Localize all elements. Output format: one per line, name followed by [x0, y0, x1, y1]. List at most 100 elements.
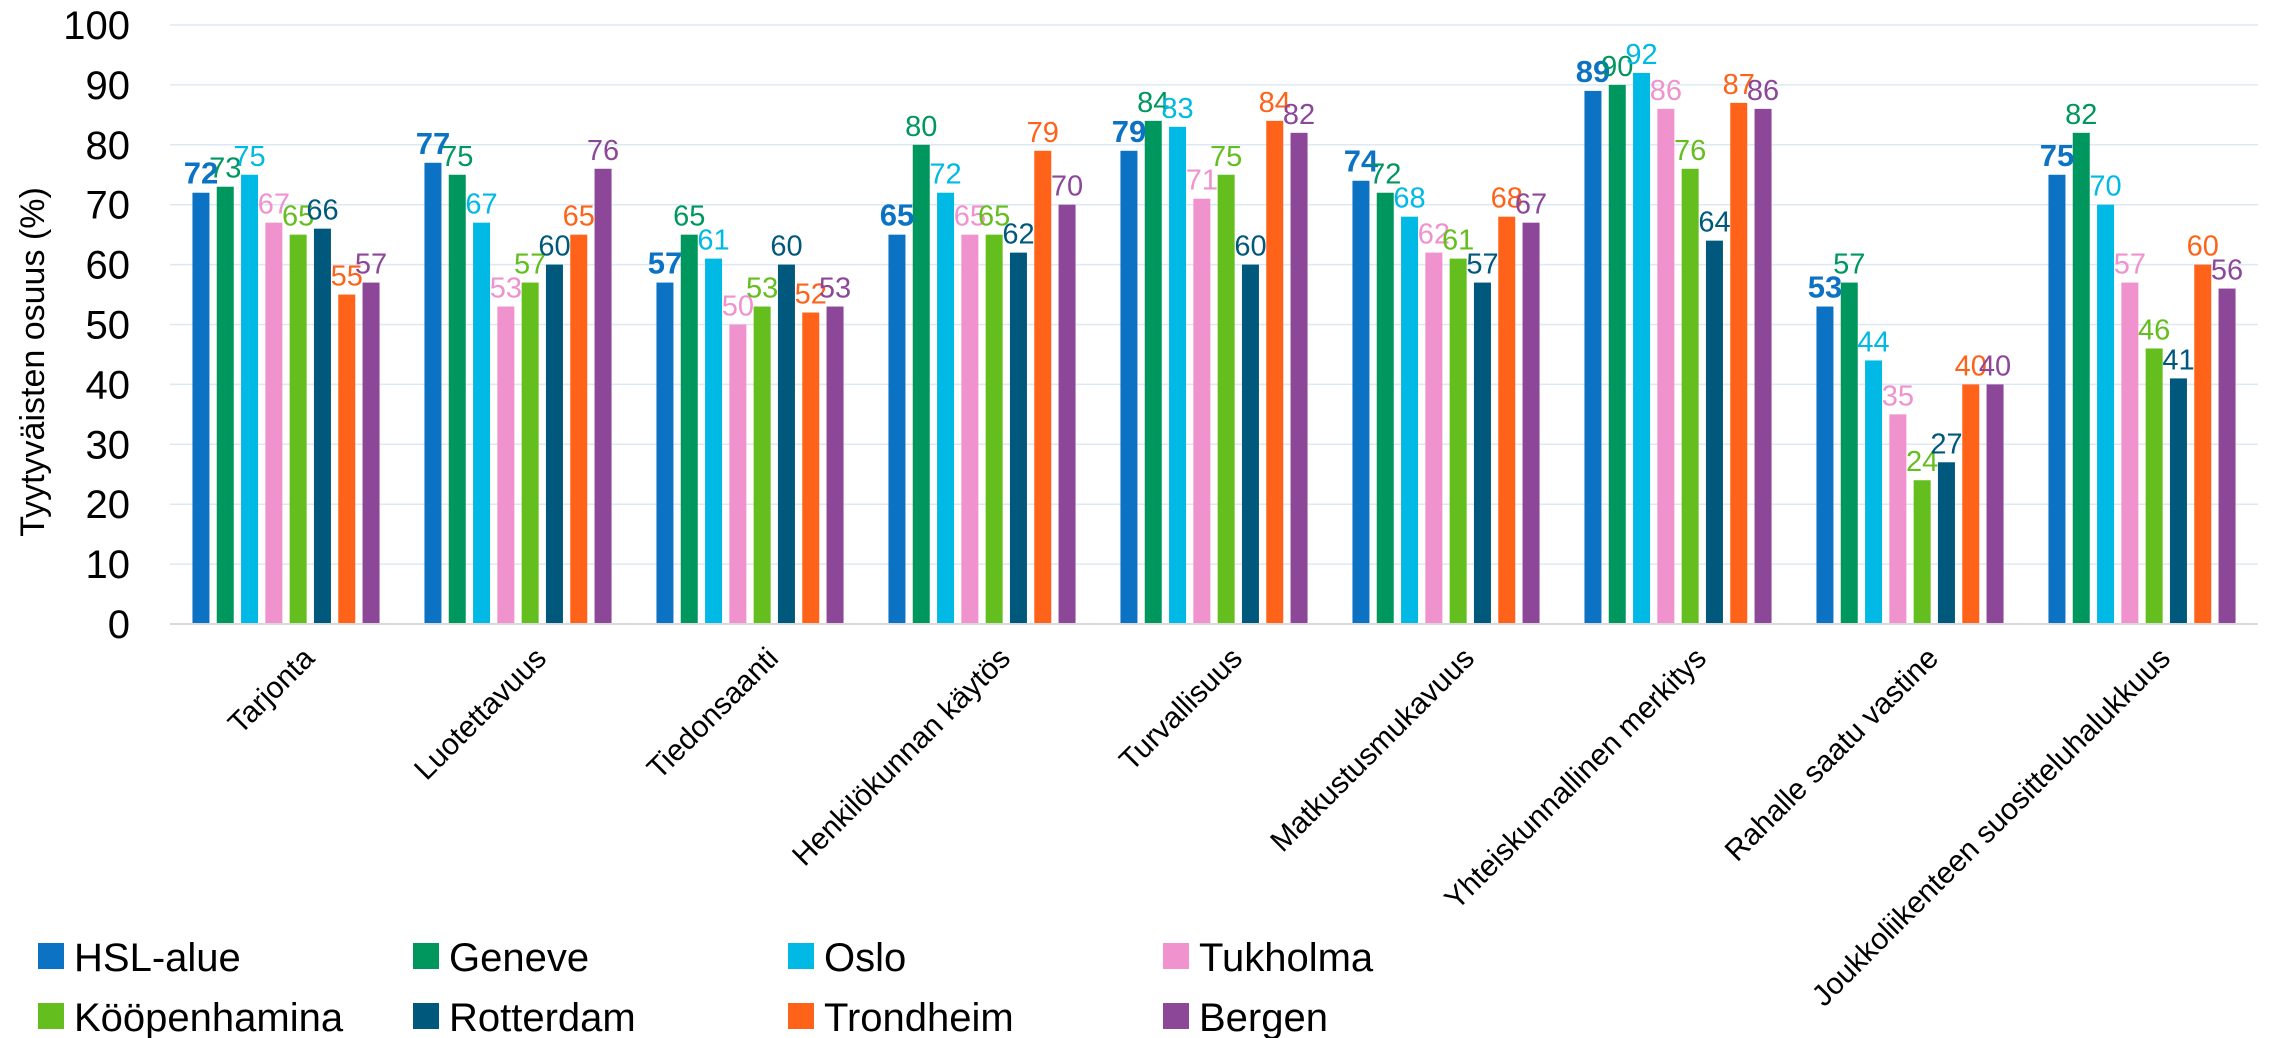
data-label-rotterdam: 57 — [1466, 249, 1498, 281]
data-label-hsl-alue: 72 — [184, 156, 218, 191]
legend-swatch — [413, 1003, 439, 1029]
data-label-tukholma: 71 — [1186, 165, 1218, 197]
bar-bergen — [594, 168, 612, 624]
data-label-rotterdam: 60 — [1234, 231, 1266, 263]
bar-bergen — [1290, 132, 1308, 624]
bar-geneve — [680, 234, 698, 624]
bar-trondheim — [2194, 264, 2212, 624]
y-tick-label: 50 — [86, 304, 131, 348]
data-label-oslo: 67 — [465, 189, 497, 221]
bar-trondheim — [570, 234, 588, 624]
y-tick-label: 70 — [86, 184, 131, 228]
legend-item-trondheim: Trondheim — [788, 996, 1014, 1038]
bar-hsl-alue — [1352, 180, 1370, 625]
category-label: Henkilökunnan käytös — [786, 642, 1017, 873]
bar-bergen — [826, 306, 844, 624]
data-label-trondheim: 68 — [1491, 183, 1523, 215]
data-label-geneve: 72 — [1369, 159, 1401, 191]
data-label-koopenhamina: 65 — [282, 201, 314, 233]
category-label: Rahalle saatu vastine — [1719, 642, 1945, 868]
bar-trondheim — [1962, 384, 1980, 624]
bar-oslo — [2097, 204, 2115, 624]
bar-oslo — [473, 222, 491, 625]
legend-swatch — [788, 943, 814, 969]
data-label-koopenhamina: 53 — [746, 273, 778, 305]
data-label-tukholma: 50 — [722, 291, 754, 323]
bar-trondheim — [1498, 216, 1516, 624]
legend-item-oslo: Oslo — [788, 936, 906, 980]
legend-label: Trondheim — [824, 996, 1014, 1038]
data-label-oslo: 70 — [2089, 171, 2121, 203]
data-label-tukholma: 86 — [1650, 75, 1682, 107]
bar-geneve — [1144, 120, 1162, 624]
data-label-tukholma: 67 — [258, 189, 290, 221]
bars — [192, 72, 2236, 625]
bar-rotterdam — [313, 228, 331, 624]
bar-hsl-alue — [192, 192, 210, 624]
legend-item-tukholma: Tukholma — [1163, 936, 1374, 980]
bar-oslo — [1401, 216, 1419, 624]
bar-koopenhamina — [753, 306, 771, 624]
data-label-tukholma: 35 — [1882, 380, 1914, 412]
bar-koopenhamina — [1913, 480, 1931, 624]
legend-label: Kööpenhamina — [74, 996, 344, 1038]
data-label-koopenhamina: 65 — [978, 201, 1010, 233]
y-tick-label: 60 — [86, 244, 131, 288]
y-axis-label: Tyytyväisten osuus (%) — [14, 187, 52, 537]
legend-swatch — [38, 1003, 64, 1029]
data-label-tukholma: 62 — [1418, 219, 1450, 251]
bar-hsl-alue — [424, 162, 442, 624]
data-label-bergen: 53 — [819, 273, 851, 305]
bar-bergen — [1986, 384, 2004, 624]
bar-tukholma — [1425, 252, 1443, 624]
bar-oslo — [1633, 72, 1651, 625]
data-label-bergen: 82 — [1283, 99, 1315, 131]
data-label-trondheim: 65 — [563, 201, 595, 233]
bar-koopenhamina — [1217, 174, 1235, 624]
data-label-geneve: 82 — [2065, 99, 2097, 131]
bar-trondheim — [1730, 102, 1748, 625]
legend-swatch — [1163, 943, 1189, 969]
data-label-koopenhamina: 46 — [2138, 314, 2170, 346]
data-label-oslo: 75 — [233, 141, 265, 173]
bar-trondheim — [338, 294, 356, 624]
category-label: Tiedonsaanti — [641, 642, 785, 786]
y-tick-label: 20 — [86, 483, 131, 527]
category-label: Yhteiskunnallinen merkitys — [1438, 642, 1712, 916]
bar-bergen — [362, 282, 380, 624]
bar-hsl-alue — [656, 282, 674, 624]
bar-rotterdam — [2169, 378, 2187, 624]
data-label-bergen: 40 — [1979, 350, 2011, 382]
bar-hsl-alue — [2048, 174, 2066, 624]
data-label-trondheim: 60 — [2187, 231, 2219, 263]
data-label-bergen: 86 — [1747, 75, 1779, 107]
legend-label: Bergen — [1199, 996, 1328, 1038]
bar-tukholma — [1889, 414, 1907, 624]
bar-geneve — [2072, 132, 2090, 624]
data-label-koopenhamina: 61 — [1442, 225, 1474, 257]
bar-bergen — [1058, 204, 1076, 624]
data-label-geneve: 75 — [441, 141, 473, 173]
data-label-hsl-alue: 79 — [1112, 114, 1146, 149]
bar-bergen — [2218, 288, 2236, 624]
bar-koopenhamina — [1681, 168, 1699, 624]
legend-label: Oslo — [824, 936, 906, 980]
bar-bergen — [1754, 108, 1772, 625]
data-label-rotterdam: 66 — [306, 195, 338, 227]
bar-oslo — [1169, 126, 1187, 624]
legend-label: HSL-alue — [74, 936, 241, 980]
data-label-oslo: 44 — [1857, 326, 1889, 358]
legend-swatch — [788, 1003, 814, 1029]
bar-oslo — [241, 174, 259, 624]
data-label-hsl-alue: 74 — [1344, 144, 1379, 179]
bar-geneve — [216, 186, 234, 625]
data-label-trondheim: 55 — [331, 261, 363, 293]
data-label-trondheim: 84 — [1259, 87, 1291, 119]
data-label-tukholma: 53 — [490, 273, 522, 305]
bar-trondheim — [1266, 120, 1284, 624]
bar-hsl-alue — [1816, 306, 1834, 624]
category-label: Joukkoliikenteen suositteluhalukkuus — [1806, 642, 2177, 1013]
bar-hsl-alue — [1120, 150, 1138, 625]
legend-item-geneve: Geneve — [413, 936, 589, 980]
y-tick-label: 10 — [86, 543, 131, 587]
